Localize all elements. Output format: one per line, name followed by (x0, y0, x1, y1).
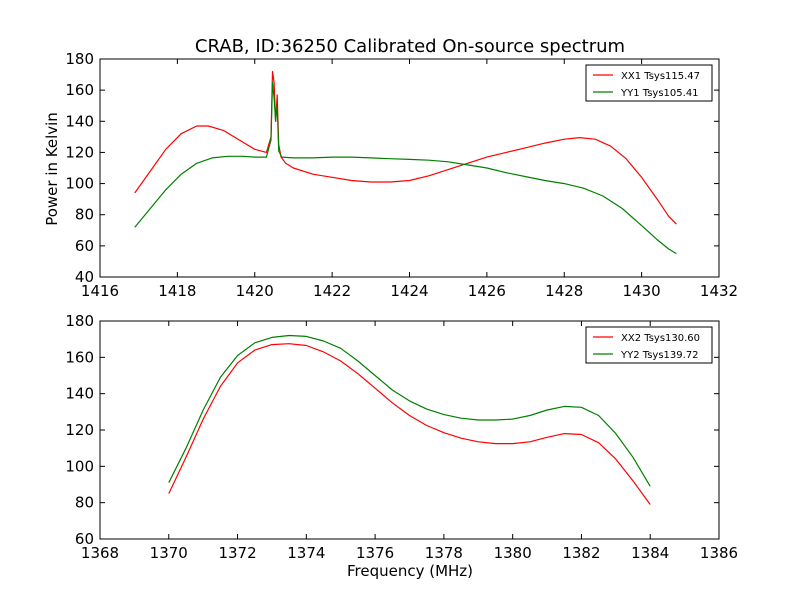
series-line-2-1 (168, 343, 651, 505)
x-tick-label: 1428 (545, 282, 583, 300)
x-tick-label: 1420 (236, 282, 274, 300)
y-tick-label: 100 (65, 175, 94, 193)
legend-label: YY2 Tsys139.72 (620, 350, 699, 361)
y-tick-label: 80 (75, 494, 94, 512)
x-axis-label: Frequency (MHz) (347, 562, 473, 580)
x-tick-label: 1378 (425, 544, 463, 562)
x-tick-label: 1418 (158, 282, 196, 300)
x-tick-label: 1368 (81, 544, 119, 562)
x-tick-label: 1386 (700, 544, 738, 562)
top-spectrum-panel: 1416 1418 1420 1422 1424 1426 1428 1430 1432 40 60… (65, 50, 738, 300)
y-tick-label: 160 (65, 81, 94, 99)
y-tick-label: 80 (75, 206, 94, 224)
x-tick-label: 1370 (150, 544, 188, 562)
legend-box (585, 64, 713, 102)
x-tick-label: 1430 (623, 282, 661, 300)
y-tick-label: 100 (65, 457, 94, 475)
x-tick-label: 1424 (390, 282, 428, 300)
y-tick-label: 40 (75, 268, 94, 286)
legend: XX2 Tsys130.60 YY2 Tsys139.72 (585, 326, 713, 364)
x-tick-label: 1372 (218, 544, 256, 562)
y-axis-label: Power in Kelvin (43, 112, 61, 226)
x-tick-label: 1376 (356, 544, 394, 562)
y-tick-label: 160 (65, 348, 94, 366)
chart-title: CRAB, ID:36250 Calibrated On-source spec… (195, 36, 625, 57)
x-tick-label: 1384 (631, 544, 669, 562)
legend: XX1 Tsys115.47 YY1 Tsys105.41 (585, 64, 713, 102)
y-tick-label: 180 (65, 50, 94, 68)
y-tick-label: 140 (65, 385, 94, 403)
series-line-1-2 (134, 81, 677, 255)
x-tick-label: 1374 (287, 544, 325, 562)
y-tick-label: 180 (65, 312, 94, 330)
x-tick-label: 1426 (468, 282, 506, 300)
y-tick-label: 120 (65, 143, 94, 161)
legend-label: XX1 Tsys115.47 (621, 71, 700, 82)
x-tick-label: 1422 (313, 282, 351, 300)
y-tick-label: 140 (65, 112, 94, 130)
y-tick-label: 120 (65, 421, 94, 439)
series-line-1-1 (134, 70, 677, 225)
legend-label: XX2 Tsys130.60 (621, 333, 700, 344)
y-tick-label: 60 (75, 530, 94, 548)
x-tick-label: 1432 (700, 282, 738, 300)
x-tick-label: 1382 (562, 544, 600, 562)
x-tick-label: 1380 (494, 544, 532, 562)
y-tick-label: 60 (75, 237, 94, 255)
legend-box (585, 326, 713, 364)
bottom-spectrum-panel: 1368 1370 1372 1374 1376 1378 1380 1382 1384 1386… (65, 312, 738, 562)
x-tick-label: 1416 (81, 282, 119, 300)
legend-label: YY1 Tsys105.41 (620, 88, 699, 99)
series-line-2-2 (168, 334, 651, 487)
